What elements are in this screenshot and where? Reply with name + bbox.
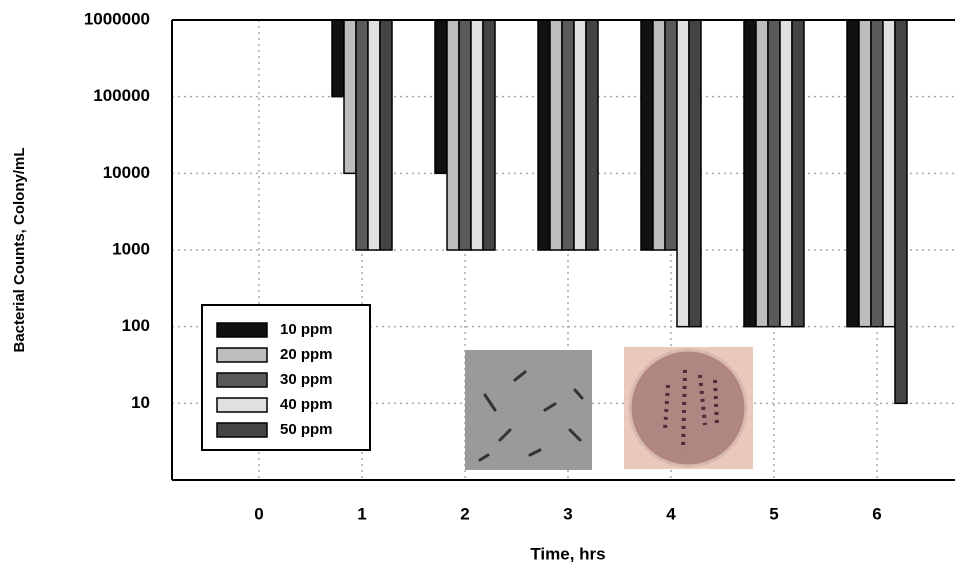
legend-swatch bbox=[216, 347, 268, 363]
bar bbox=[446, 19, 460, 251]
bar bbox=[791, 19, 805, 328]
legend-label: 20 ppm bbox=[280, 346, 333, 363]
bar bbox=[779, 19, 793, 328]
y-axis-title: Bacterial Counts, Colony/mL bbox=[11, 147, 28, 352]
micrograph-image bbox=[465, 350, 592, 470]
bar bbox=[573, 19, 587, 251]
legend-swatch bbox=[216, 322, 268, 338]
legend-label: 10 ppm bbox=[280, 321, 333, 338]
bar bbox=[470, 19, 484, 251]
bar bbox=[367, 19, 381, 251]
x-axis-title: Time, hrs bbox=[530, 544, 605, 563]
bar bbox=[640, 19, 654, 251]
bar bbox=[846, 19, 860, 328]
bar bbox=[894, 19, 908, 405]
x-tick-label: 5 bbox=[769, 504, 778, 523]
y-tick-label: 100000 bbox=[93, 86, 150, 105]
bar bbox=[664, 19, 678, 251]
legend-swatch bbox=[216, 372, 268, 388]
agar-plate bbox=[628, 348, 748, 468]
bar bbox=[343, 19, 357, 175]
bar bbox=[870, 19, 884, 328]
bar bbox=[585, 19, 599, 251]
legend: 10 ppm 20 ppm 30 ppm 40 ppm 50 ppm bbox=[216, 321, 333, 438]
bar bbox=[537, 19, 551, 251]
bar bbox=[379, 19, 393, 251]
bar bbox=[549, 19, 563, 251]
bar bbox=[882, 19, 896, 328]
legend-label: 50 ppm bbox=[280, 421, 333, 438]
bar bbox=[743, 19, 757, 328]
bar bbox=[355, 19, 369, 251]
plate-colonies bbox=[663, 369, 719, 451]
bar bbox=[767, 19, 781, 328]
x-tick-label: 0 bbox=[254, 504, 263, 523]
bar bbox=[331, 19, 345, 98]
bars bbox=[331, 19, 908, 405]
bar bbox=[652, 19, 666, 251]
legend-swatch bbox=[216, 422, 268, 438]
bar bbox=[858, 19, 872, 328]
bar bbox=[434, 19, 448, 175]
y-tick-label: 10 bbox=[131, 393, 150, 412]
y-tick-label: 1000000 bbox=[84, 9, 150, 28]
bar bbox=[458, 19, 472, 251]
x-tick-label: 2 bbox=[460, 504, 469, 523]
bar bbox=[688, 19, 702, 328]
bar bbox=[755, 19, 769, 328]
x-tick-label: 4 bbox=[666, 504, 676, 523]
bar bbox=[482, 19, 496, 251]
legend-swatch bbox=[216, 397, 268, 413]
x-tick-label: 1 bbox=[357, 504, 366, 523]
x-tick-label: 6 bbox=[872, 504, 881, 523]
bar bbox=[676, 19, 690, 328]
micrograph-cells bbox=[478, 370, 584, 462]
y-tick-label: 10000 bbox=[103, 163, 150, 182]
legend-label: 30 ppm bbox=[280, 371, 333, 388]
y-tick-label: 1000 bbox=[112, 239, 150, 258]
bar bbox=[561, 19, 575, 251]
legend-label: 40 ppm bbox=[280, 396, 333, 413]
y-tick-label: 100 bbox=[122, 316, 150, 335]
axes: 10 100 1000 10000 100000 1000000 0 1 2 3 4 5 6 bbox=[84, 9, 955, 523]
x-tick-label: 3 bbox=[563, 504, 572, 523]
